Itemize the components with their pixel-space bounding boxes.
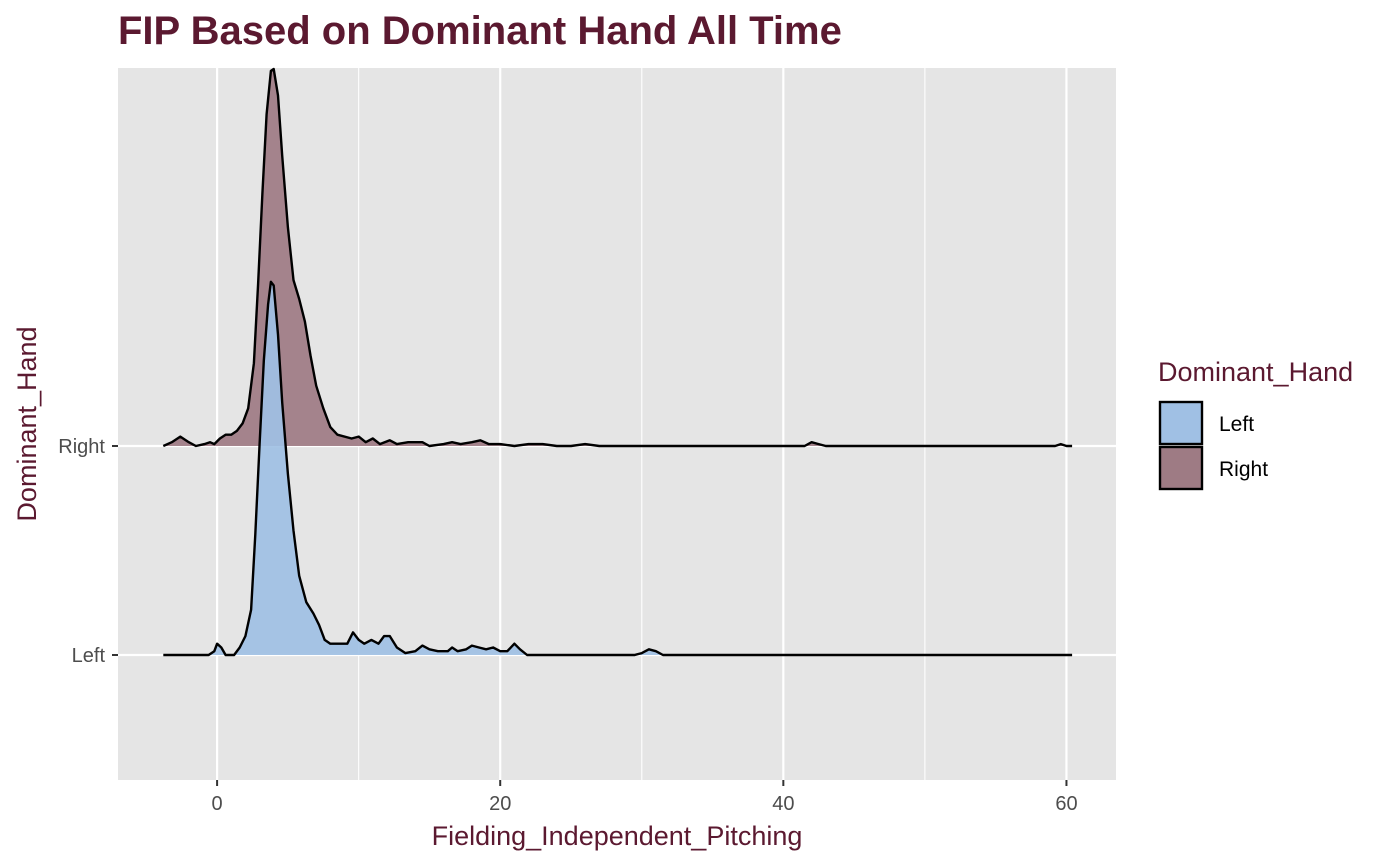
x-axis: 0 20 40 60: [212, 780, 1078, 815]
legend-label-right: Right: [1219, 458, 1268, 481]
x-tick-label: 60: [1055, 793, 1077, 815]
legend-key-right: [1158, 445, 1204, 491]
legend-key-left: [1158, 400, 1204, 446]
density-line-right: [162, 67, 1073, 448]
y-tick-label: Left: [72, 645, 106, 667]
density-area-left: [163, 281, 1073, 655]
chart-title: FIP Based on Dominant Hand All Time: [118, 9, 842, 53]
x-axis-title: Fielding_Independent_Pitching: [432, 821, 803, 851]
x-tick-label: 20: [489, 793, 511, 815]
density-area-right: [163, 69, 1073, 446]
legend-title: Dominant_Hand: [1158, 357, 1353, 387]
y-axis-title: Dominant_Hand: [12, 326, 42, 521]
density-ridges: [162, 67, 1073, 657]
legend-label-left: Left: [1219, 413, 1254, 436]
legend: Dominant_Hand Left Right: [1158, 357, 1353, 491]
x-tick-label: 40: [772, 793, 794, 815]
x-tick-label: 0: [212, 793, 223, 815]
y-axis: Left Right: [58, 436, 118, 667]
density-line-left: [163, 280, 1073, 657]
y-tick-label: Right: [58, 436, 105, 458]
